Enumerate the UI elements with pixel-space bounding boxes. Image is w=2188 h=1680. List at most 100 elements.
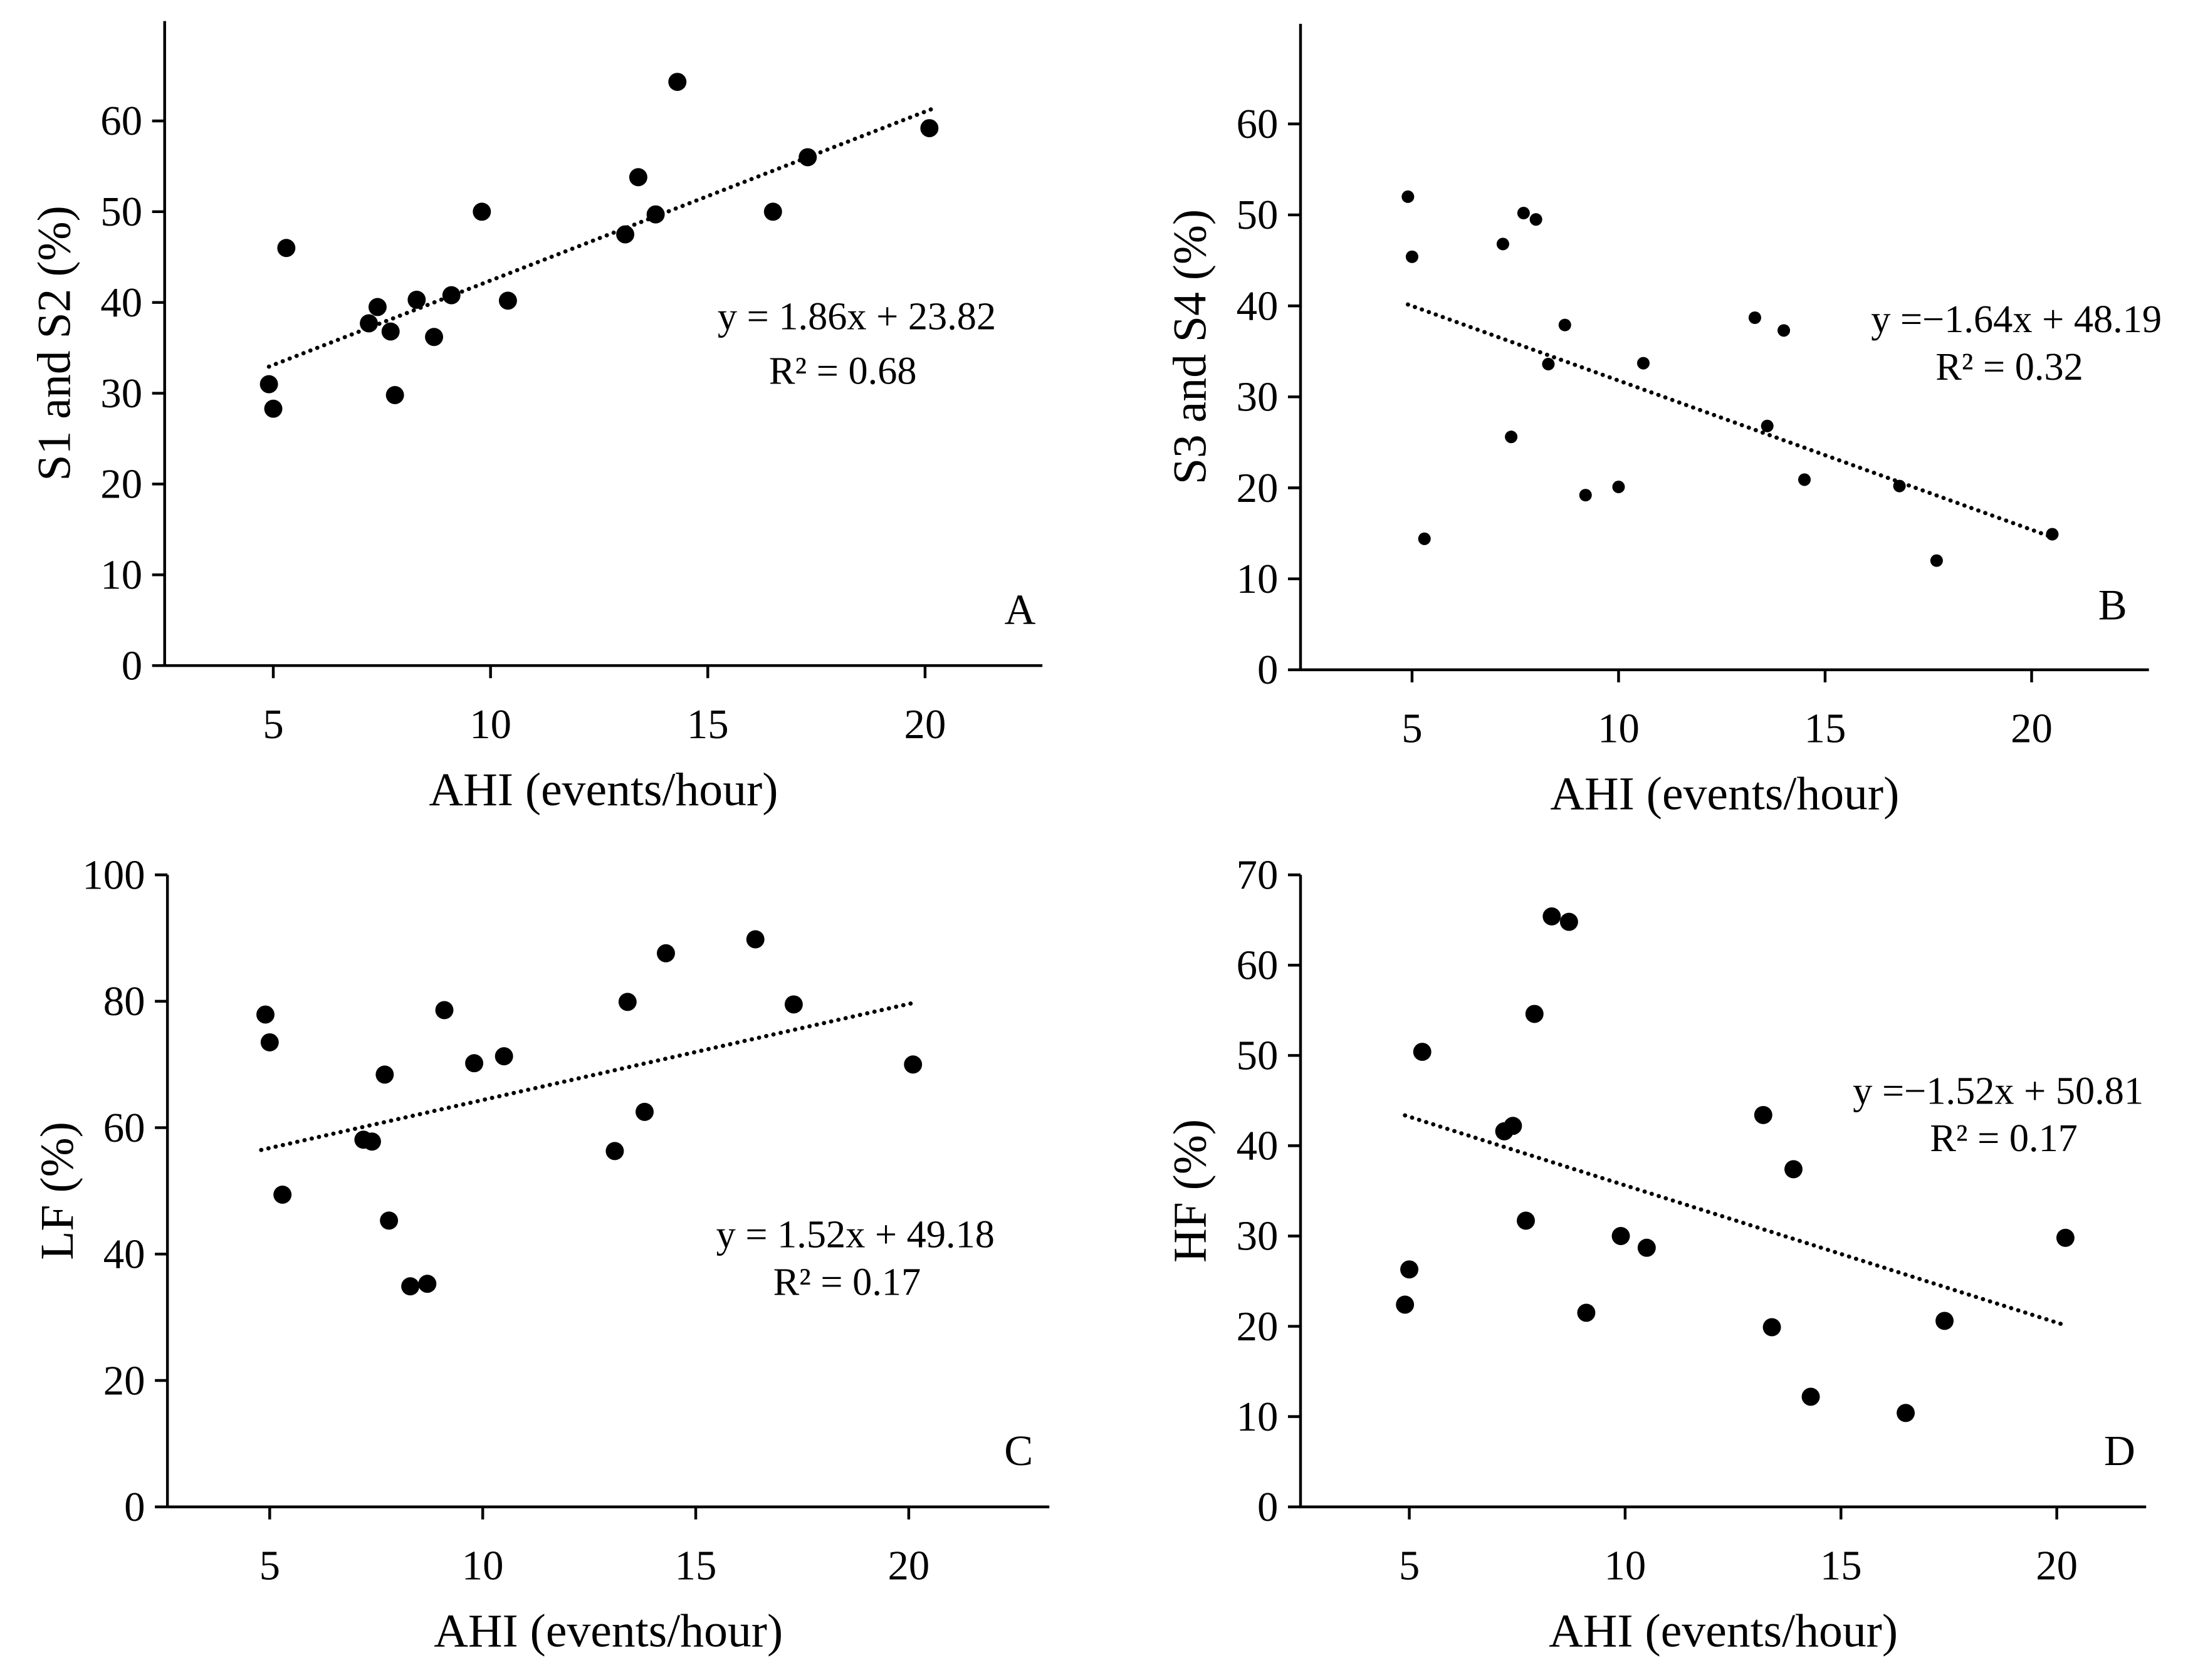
- y-tick-label: 60: [1237, 101, 1279, 147]
- x-tick-label: 20: [2036, 1542, 2078, 1589]
- x-tick-label: 5: [263, 701, 283, 748]
- panel-label: A: [1005, 585, 1036, 633]
- data-point: [473, 202, 491, 221]
- y-axis-title: LF (%): [31, 1122, 83, 1260]
- data-point: [1762, 1318, 1781, 1337]
- scatter-panel-c: 0 20 40 60 80 100 5 10 15 20 AHI (events/hour) LF (…: [31, 852, 1050, 1657]
- data-point: [1418, 532, 1431, 545]
- data-point: [1405, 250, 1418, 263]
- data-point: [1559, 912, 1578, 931]
- data-point: [1801, 1387, 1820, 1406]
- y-tick-label: 20: [1237, 465, 1279, 511]
- data-point: [629, 168, 647, 187]
- data-point: [435, 1001, 454, 1020]
- data-point: [1517, 1211, 1535, 1230]
- data-point: [2056, 1228, 2075, 1247]
- x-tick-label: 15: [1804, 706, 1846, 752]
- data-point: [442, 286, 461, 305]
- y-tick-label: 50: [1237, 192, 1279, 238]
- y-tick-label: 30: [1237, 1213, 1279, 1260]
- data-point: [1496, 237, 1509, 251]
- y-tick-label: 40: [1237, 1123, 1279, 1169]
- data-point: [425, 328, 444, 347]
- data-point: [401, 1277, 420, 1296]
- r-squared-label: R² = 0.32: [1935, 345, 2083, 389]
- data-point: [256, 1005, 275, 1024]
- data-point: [2046, 528, 2059, 541]
- data-point: [259, 375, 278, 394]
- trendline: [259, 1001, 916, 1152]
- x-tick-label: 15: [675, 1542, 717, 1589]
- data-point: [1504, 1117, 1522, 1135]
- data-point: [360, 314, 379, 333]
- data-point: [668, 73, 687, 91]
- scatter-panel-d: 0 10 20 30 40 50 60 70 5 10 15 20 AHI (events/hour) H…: [1165, 852, 2147, 1657]
- y-tick-label: 20: [103, 1357, 145, 1404]
- data-point: [618, 993, 637, 1011]
- x-tick-label: 20: [904, 701, 946, 748]
- x-tick-label: 10: [469, 701, 511, 748]
- data-point: [1558, 318, 1571, 331]
- data-point: [1637, 1238, 1656, 1257]
- data-point: [1930, 554, 1943, 567]
- regression-equation: y = 1.86x + 23.82: [718, 295, 996, 338]
- r-squared-label: R² = 0.68: [769, 349, 917, 392]
- data-point: [1400, 1260, 1419, 1279]
- data-point: [1517, 207, 1530, 220]
- data-point: [616, 225, 635, 244]
- y-tick-label: 60: [103, 1105, 145, 1151]
- data-point: [1413, 1043, 1432, 1062]
- y-tick-label: 100: [82, 852, 145, 898]
- y-tick-label: 20: [1237, 1303, 1279, 1350]
- x-tick-label: 20: [2011, 706, 2053, 752]
- scatter-panel-b: 0 10 20 30 40 50 60 5 10 15 20 AHI (events/hour) S3 …: [1165, 24, 2162, 820]
- data-point: [498, 291, 517, 310]
- data-point: [1529, 213, 1542, 226]
- data-point: [260, 1033, 279, 1051]
- data-point: [1798, 473, 1811, 486]
- data-point: [646, 205, 665, 224]
- data-point: [1784, 1160, 1803, 1179]
- y-tick-label: 70: [1237, 852, 1279, 898]
- x-tick-label: 20: [888, 1542, 930, 1589]
- x-axis-title: AHI (events/hour): [434, 1605, 783, 1657]
- trendline: [1403, 1113, 2068, 1328]
- data-point: [380, 1211, 399, 1230]
- x-axis-title: AHI (events/hour): [429, 764, 778, 816]
- y-axis-title: S3 and S4 (%): [1165, 209, 1217, 484]
- data-point: [798, 148, 817, 167]
- y-tick-label: 0: [122, 642, 142, 689]
- data-point: [1579, 489, 1592, 502]
- data-point: [1542, 358, 1555, 371]
- y-tick-label: 0: [124, 1484, 145, 1530]
- data-point: [1505, 430, 1518, 444]
- regression-equation: y =−1.64x + 48.19: [1871, 298, 2162, 341]
- x-tick-label: 10: [1604, 1542, 1646, 1589]
- y-tick-label: 30: [100, 370, 142, 417]
- x-tick-label: 5: [259, 1542, 280, 1589]
- data-point: [1761, 419, 1774, 432]
- data-point: [1893, 479, 1906, 493]
- x-tick-label: 10: [1598, 706, 1640, 752]
- y-tick-label: 40: [1237, 283, 1279, 329]
- y-tick-label: 40: [103, 1231, 145, 1278]
- y-axis-title: HF (%): [1165, 1119, 1217, 1263]
- regression-equation: y = 1.52x + 49.18: [716, 1213, 995, 1256]
- y-tick-label: 50: [1237, 1033, 1279, 1079]
- data-point: [273, 1186, 292, 1204]
- x-tick-label: 15: [687, 701, 729, 748]
- y-tick-label: 80: [103, 978, 145, 1025]
- data-point: [1396, 1295, 1415, 1314]
- y-tick-label: 0: [1257, 1484, 1278, 1530]
- data-point: [1611, 1227, 1630, 1245]
- data-point: [1612, 481, 1625, 494]
- data-point: [636, 1102, 654, 1121]
- data-point: [657, 944, 675, 963]
- y-tick-label: 10: [100, 552, 142, 598]
- data-point: [904, 1055, 923, 1074]
- trendline: [266, 106, 936, 369]
- y-tick-label: 10: [1237, 556, 1279, 602]
- data-point: [1636, 357, 1650, 370]
